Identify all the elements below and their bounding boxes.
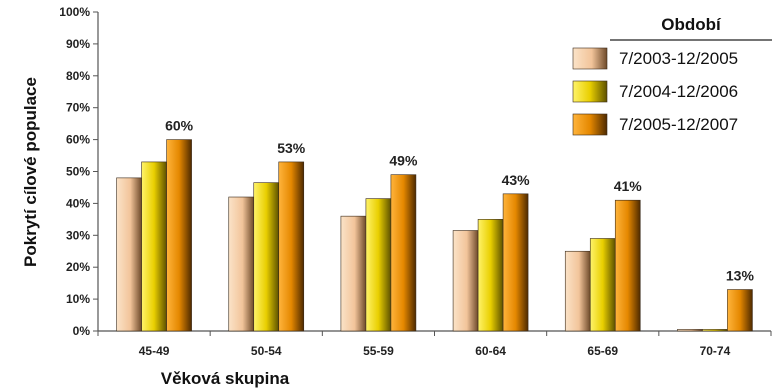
bar-3-65-69: [614, 199, 641, 332]
bar-1-70-74: [677, 329, 703, 332]
bar-2-50-54: [253, 182, 280, 332]
legend-swatch: [572, 47, 608, 70]
bar-1-60-64: [452, 230, 479, 332]
y-tick-label: 90%: [66, 37, 90, 51]
legend-swatch: [572, 113, 608, 136]
bar-2-65-69: [589, 238, 616, 332]
bar-3-70-74: [727, 289, 753, 332]
legend-label: 7/2005-12/2007: [619, 115, 738, 134]
bar-1-65-69: [564, 250, 591, 332]
bar-2-70-74: [702, 329, 728, 332]
y-tick-label: 50%: [66, 165, 90, 179]
bar-3-45-49: [166, 139, 192, 332]
x-tick-label: 65-69: [587, 344, 618, 358]
legend-title: Období: [661, 15, 722, 34]
x-axis-title: Věková skupina: [161, 369, 290, 388]
data-label: 49%: [389, 153, 418, 169]
legend-label: 7/2003-12/2005: [619, 49, 738, 68]
bar-3-50-54: [278, 161, 305, 332]
bar-2-45-49: [141, 161, 167, 332]
bar-2-55-59: [365, 198, 392, 332]
bar-1-50-54: [228, 196, 255, 332]
legend: Období 7/2003-12/2005 7/2004-12/2006 7/200…: [572, 15, 772, 136]
bar-1-55-59: [340, 215, 367, 332]
bars: [116, 139, 753, 332]
y-tick-label: 30%: [66, 228, 90, 242]
x-tick-label: 50-54: [251, 344, 282, 358]
bar-1-45-49: [116, 177, 142, 332]
y-tick-label: 40%: [66, 196, 90, 210]
data-label: 41%: [614, 178, 643, 194]
bar-2-60-64: [477, 219, 504, 332]
x-tick-label: 45-49: [139, 344, 170, 358]
y-axis-title: Pokrytí cílové populace: [21, 77, 40, 267]
x-tick-label: 70-74: [700, 344, 731, 358]
x-tick-label: 55-59: [363, 344, 394, 358]
y-tick-label: 20%: [66, 260, 90, 274]
bar-3-55-59: [390, 174, 417, 332]
x-axis: 45-49 50-54 55-59 60-64 65-69 70-74: [97, 330, 772, 358]
legend-label: 7/2004-12/2006: [619, 82, 738, 101]
data-label: 60%: [165, 118, 194, 134]
data-label: 13%: [726, 268, 755, 284]
x-tick-label: 60-64: [475, 344, 506, 358]
y-tick-label: 100%: [59, 5, 90, 19]
legend-swatch: [572, 80, 608, 103]
y-tick-label: 0%: [73, 324, 91, 338]
data-label: 53%: [277, 140, 306, 156]
data-labels: 60% 53% 49% 43% 41% 13%: [165, 118, 754, 284]
bar-3-60-64: [502, 193, 529, 332]
y-tick-label: 60%: [66, 133, 90, 147]
y-tick-label: 10%: [66, 292, 90, 306]
y-axis: 0% 10% 20% 30% 40% 50% 60% 70% 80% 90% 100%: [59, 5, 99, 338]
data-label: 43%: [502, 172, 531, 188]
y-tick-label: 70%: [66, 101, 90, 115]
y-tick-label: 80%: [66, 69, 90, 83]
